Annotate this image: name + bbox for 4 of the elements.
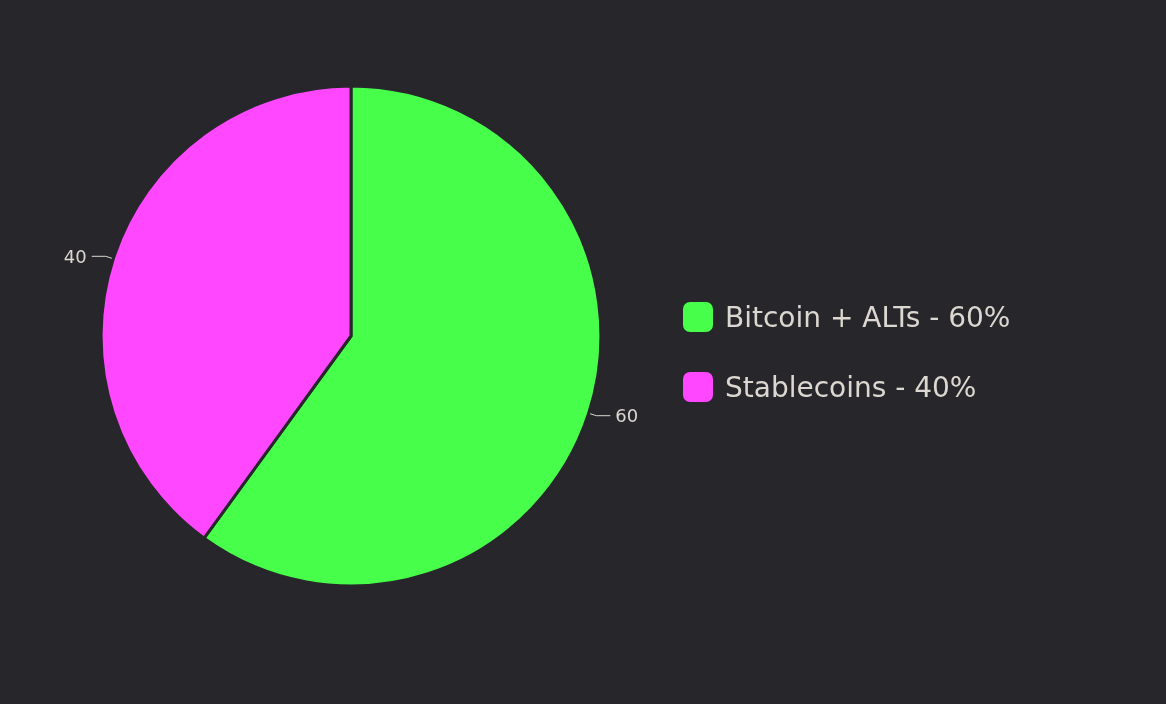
data-label: 40 xyxy=(63,245,87,267)
legend-label: Bitcoin + ALTs - 60% xyxy=(725,300,1011,334)
data-label: 60 xyxy=(615,405,639,427)
legend-label: Stablecoins - 40% xyxy=(725,370,977,404)
